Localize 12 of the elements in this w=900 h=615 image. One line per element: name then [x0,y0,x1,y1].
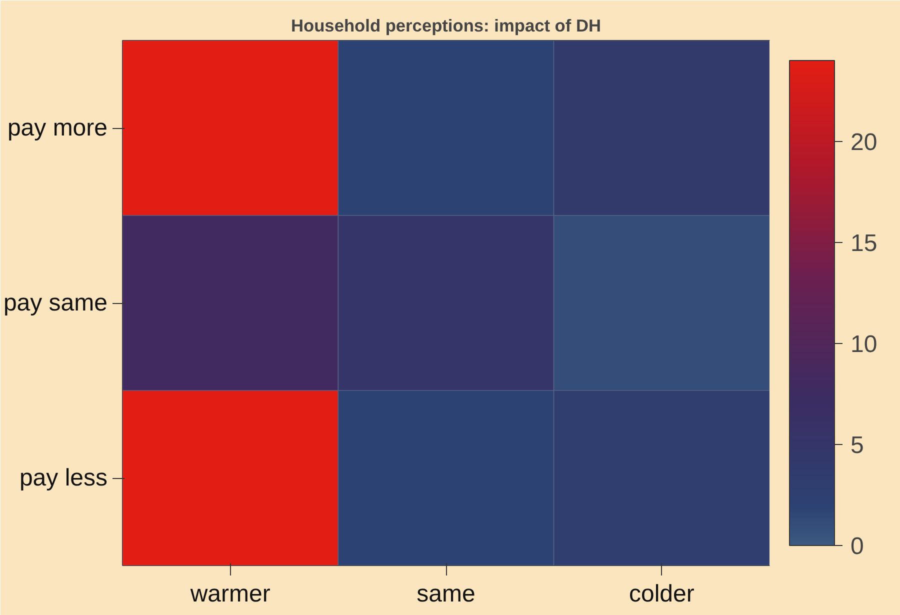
color-bar-label: 20 [850,128,878,156]
color-bar-label: 15 [850,230,878,257]
x-tick-label: warmer [189,580,270,608]
color-bar-label: 5 [850,432,864,459]
chart-title: Household perceptions: impact of DH [291,16,602,36]
y-tick-label: pay less [19,464,108,492]
y-tick-label: pay same [3,290,108,316]
y-tick-label: pay more [7,114,108,142]
x-tick-label: colder [628,580,694,608]
color-bar-label: 10 [850,330,878,358]
color-bar-label: 0 [850,533,864,560]
x-tick-label: same [416,580,476,608]
